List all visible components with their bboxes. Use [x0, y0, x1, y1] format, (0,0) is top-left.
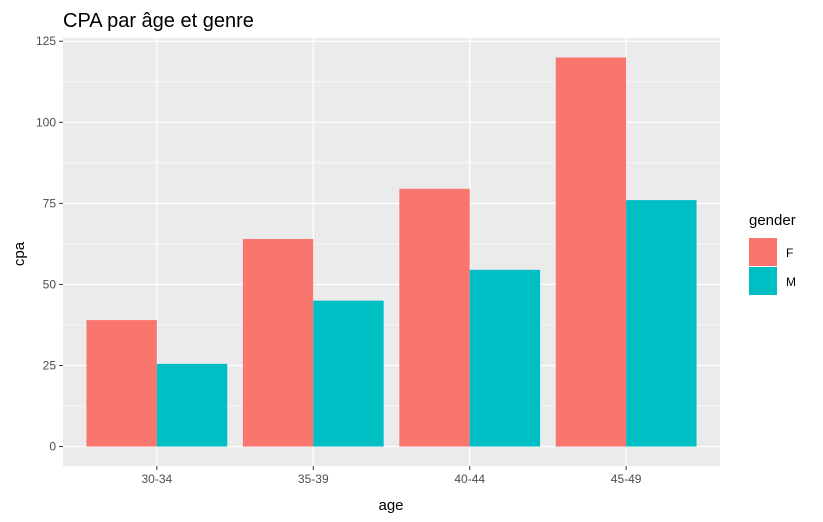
bars — [86, 57, 697, 447]
y-tick-label: 100 — [36, 115, 56, 129]
x-tick-label: 40-44 — [454, 472, 485, 486]
bar-F-45-49 — [555, 57, 627, 447]
bar-F-40-44 — [399, 188, 470, 447]
bar-M-35-39 — [313, 300, 384, 447]
y-tick-label: 125 — [36, 34, 56, 48]
x-tick-label: 45-49 — [611, 472, 642, 486]
bar-M-30-34 — [156, 363, 228, 447]
y-tick-label: 25 — [43, 358, 57, 372]
bar-M-45-49 — [626, 200, 697, 447]
y-tick-label: 0 — [49, 440, 56, 454]
y-axis-title: cpa — [11, 241, 28, 266]
x-tick-label: 30-34 — [142, 472, 173, 486]
legend-title: gender — [749, 212, 796, 229]
x-axis-title: age — [378, 497, 403, 514]
x-tick-label: 35-39 — [298, 472, 329, 486]
chart-title: CPA par âge et genre — [63, 10, 254, 32]
legend-key-F — [749, 238, 777, 266]
x-axis-ticks: 30-34 35-39 40-44 45-49 — [142, 466, 642, 486]
bar-F-30-34 — [86, 320, 157, 447]
y-tick-label: 50 — [43, 277, 57, 291]
legend: gender F M — [749, 212, 796, 295]
y-axis-ticks: 0 25 50 75 100 125 — [36, 34, 63, 454]
bar-M-40-44 — [469, 269, 541, 447]
y-tick-label: 75 — [43, 196, 57, 210]
legend-label-F: F — [786, 246, 793, 260]
legend-key-M — [749, 267, 777, 295]
bar-F-35-39 — [242, 239, 314, 447]
legend-label-M: M — [786, 275, 796, 289]
